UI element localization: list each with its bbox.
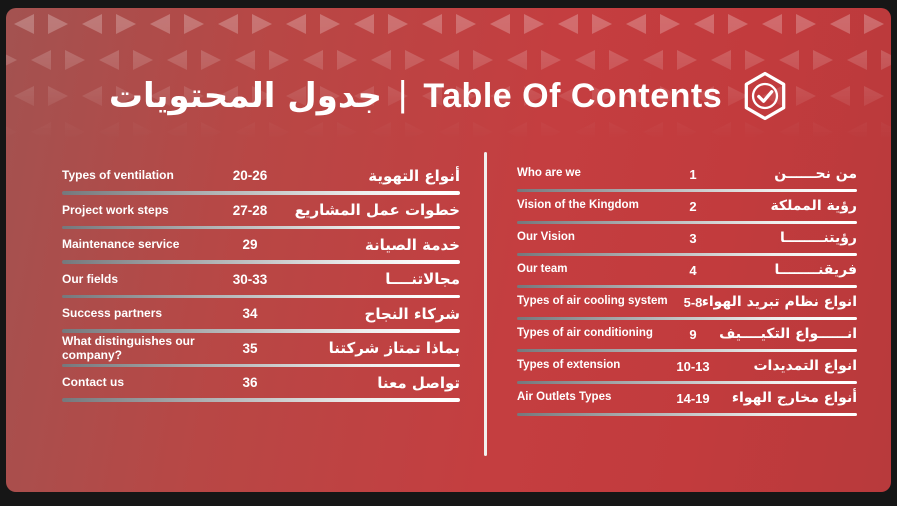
row-separator bbox=[517, 348, 857, 352]
toc-label-ar: تواصل معنا bbox=[377, 373, 460, 392]
toc-pages: 20-26 bbox=[232, 168, 268, 183]
toc-pages: 14-19 bbox=[676, 390, 710, 406]
hexagon-check-badge-icon bbox=[742, 71, 788, 121]
toc-row-success-partners: Success partners 34 شركاء النجاح bbox=[62, 298, 460, 329]
toc-label-en: Types of extension bbox=[517, 359, 621, 372]
toc-label-ar: فريقنــــــــا bbox=[774, 262, 857, 279]
title-separator: | bbox=[398, 73, 408, 114]
toc-label-en: Success partners bbox=[62, 306, 163, 321]
row-separator bbox=[517, 380, 857, 384]
toc-column-left: Types of ventilation 20-26 أنواع التهوية… bbox=[62, 160, 460, 402]
row-separator bbox=[517, 252, 857, 256]
toc-label-en: Our Vision bbox=[517, 231, 575, 244]
toc-label-en: Types of air conditioning bbox=[517, 327, 653, 340]
page-title: جدول المحتويات | Table Of Contents bbox=[6, 64, 891, 128]
toc-label-en: Types of air cooling system bbox=[517, 295, 668, 308]
toc-pages: 3 bbox=[689, 230, 697, 246]
toc-label-en: Types of ventilation bbox=[62, 168, 174, 183]
toc-label-ar: انواع التمديدات bbox=[753, 358, 857, 375]
toc-pages: 35 bbox=[242, 340, 258, 356]
toc-label-ar: أنواع التهوية bbox=[368, 166, 460, 185]
row-separator bbox=[62, 398, 460, 402]
toc-pages: 2 bbox=[689, 198, 697, 214]
toc-pages: 27-28 bbox=[232, 202, 268, 218]
toc-pages: 4 bbox=[689, 262, 697, 278]
toc-row-air-cooling-system: Types of air cooling system 5-8 انواع نظ… bbox=[517, 288, 857, 317]
toc-label-en: Our fields bbox=[62, 271, 119, 286]
toc-label-ar: أنواع مخارج الهواء bbox=[731, 390, 857, 407]
toc-row-vision-of-kingdom: Vision of the Kingdom 2 رؤية المملكة bbox=[517, 192, 857, 221]
toc-row-project-work-steps: Project work steps 27-28 خطوات عمل المشا… bbox=[62, 195, 460, 226]
toc-column-right: Who are we 1 من نحــــــن Vision of the … bbox=[517, 160, 857, 416]
toc-row-who-are-we: Who are we 1 من نحــــــن bbox=[517, 160, 857, 189]
toc-label-en: Vision of the Kingdom bbox=[517, 199, 639, 212]
toc-row-contact-us: Contact us 36 تواصل معنا bbox=[62, 367, 460, 398]
toc-pages: 36 bbox=[242, 375, 258, 390]
toc-label-ar: رؤية المملكة bbox=[770, 198, 857, 215]
row-separator bbox=[62, 225, 460, 229]
toc-row-air-conditioning: Types of air conditioning 9 انــــــواع … bbox=[517, 320, 857, 349]
toc-label-en: Contact us bbox=[62, 375, 125, 390]
toc-label-ar: شركاء النجاح bbox=[364, 304, 460, 323]
row-separator bbox=[517, 188, 857, 192]
toc-label-ar: مجالاتنــــا bbox=[385, 270, 460, 288]
toc-row-what-distinguishes: What distinguishes our company? 35 بماذا… bbox=[62, 333, 460, 364]
toc-label-en: Who are we bbox=[517, 167, 581, 180]
toc-label-en: Our team bbox=[517, 263, 568, 276]
toc-pages: 9 bbox=[689, 326, 697, 342]
row-separator bbox=[62, 294, 460, 298]
toc-label-ar: بماذا تمتاز شركتنا bbox=[328, 339, 460, 357]
toc-label-ar: خدمة الصيانة bbox=[364, 235, 460, 254]
toc-pages: 34 bbox=[242, 306, 258, 321]
toc-pages: 1 bbox=[689, 166, 697, 182]
title-arabic: جدول المحتويات bbox=[108, 76, 383, 116]
toc-label-ar: خطوات عمل المشاريع bbox=[294, 201, 460, 219]
row-separator bbox=[62, 329, 460, 333]
toc-row-types-of-ventilation: Types of ventilation 20-26 أنواع التهوية bbox=[62, 160, 460, 191]
toc-label-ar: انــــــواع التكيــــيف bbox=[719, 326, 857, 343]
row-separator bbox=[62, 363, 460, 367]
toc-row-our-vision: Our Vision 3 رؤيتنــــــــا bbox=[517, 224, 857, 253]
toc-label-en: Maintenance service bbox=[62, 237, 180, 252]
toc-pages: 10-13 bbox=[676, 358, 710, 374]
row-separator bbox=[517, 284, 857, 288]
toc-pages: 30-33 bbox=[232, 271, 268, 287]
toc-label-ar: انواع نظام تبريد الهواء bbox=[701, 294, 857, 311]
row-separator bbox=[517, 412, 857, 416]
toc-label-en: What distinguishes our company? bbox=[62, 333, 195, 362]
row-separator bbox=[517, 316, 857, 320]
triangle-arrow-pattern bbox=[6, 8, 891, 158]
toc-label-en: Air Outlets Types bbox=[517, 391, 612, 404]
column-divider bbox=[484, 152, 487, 456]
toc-row-maintenance-service: Maintenance service 29 خدمة الصيانة bbox=[62, 229, 460, 260]
row-separator bbox=[517, 220, 857, 224]
toc-pages: 5-8 bbox=[683, 294, 703, 310]
toc-row-air-outlets-types: Air Outlets Types 14-19 أنواع مخارج الهو… bbox=[517, 384, 857, 413]
toc-label-ar: من نحــــــن bbox=[774, 166, 857, 183]
toc-row-types-of-extension: Types of extension 10-13 انواع التمديدات bbox=[517, 352, 857, 381]
toc-label-en: Project work steps bbox=[62, 202, 169, 217]
toc-row-our-fields: Our fields 30-33 مجالاتنــــا bbox=[62, 264, 460, 295]
toc-row-our-team: Our team 4 فريقنــــــــا bbox=[517, 256, 857, 285]
table-of-contents-slide: جدول المحتويات | Table Of Contents Types… bbox=[6, 8, 891, 492]
toc-label-ar: رؤيتنــــــــا bbox=[780, 230, 857, 247]
toc-pages: 29 bbox=[242, 237, 258, 252]
title-english: Table Of Contents bbox=[423, 76, 723, 115]
row-separator bbox=[62, 260, 460, 264]
row-separator bbox=[62, 191, 460, 195]
